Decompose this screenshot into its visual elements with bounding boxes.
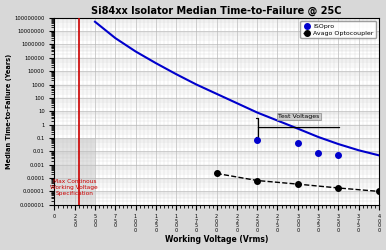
Avago Optocoupler bbox=[336, 186, 340, 190]
ISOpro bbox=[316, 151, 320, 154]
ISOpro bbox=[336, 154, 340, 157]
Avago Optocoupler bbox=[255, 179, 259, 182]
Line: ISOpro: ISOpro bbox=[254, 137, 341, 158]
Line: Avago Optocoupler: Avago Optocoupler bbox=[214, 171, 382, 194]
X-axis label: Working Voltage (Vrms): Working Voltage (Vrms) bbox=[165, 236, 268, 244]
ISOpro bbox=[255, 138, 259, 141]
Legend: ISOpro, Avago Optocoupler: ISOpro, Avago Optocoupler bbox=[300, 21, 376, 38]
Bar bbox=[54, 138, 95, 205]
Text: Test Voltages: Test Voltages bbox=[278, 114, 320, 119]
Avago Optocoupler bbox=[214, 172, 219, 175]
Title: Si84xx Isolator Median Time-to-Failure @ 25C: Si84xx Isolator Median Time-to-Failure @… bbox=[91, 6, 342, 16]
Avago Optocoupler bbox=[295, 182, 300, 186]
Y-axis label: Median Time-to-Failure (Years): Median Time-to-Failure (Years) bbox=[5, 54, 12, 169]
Avago Optocoupler bbox=[377, 190, 381, 193]
ISOpro bbox=[295, 142, 300, 145]
Text: Max Continous
Working Voltage
Specification: Max Continous Working Voltage Specificat… bbox=[51, 179, 98, 196]
